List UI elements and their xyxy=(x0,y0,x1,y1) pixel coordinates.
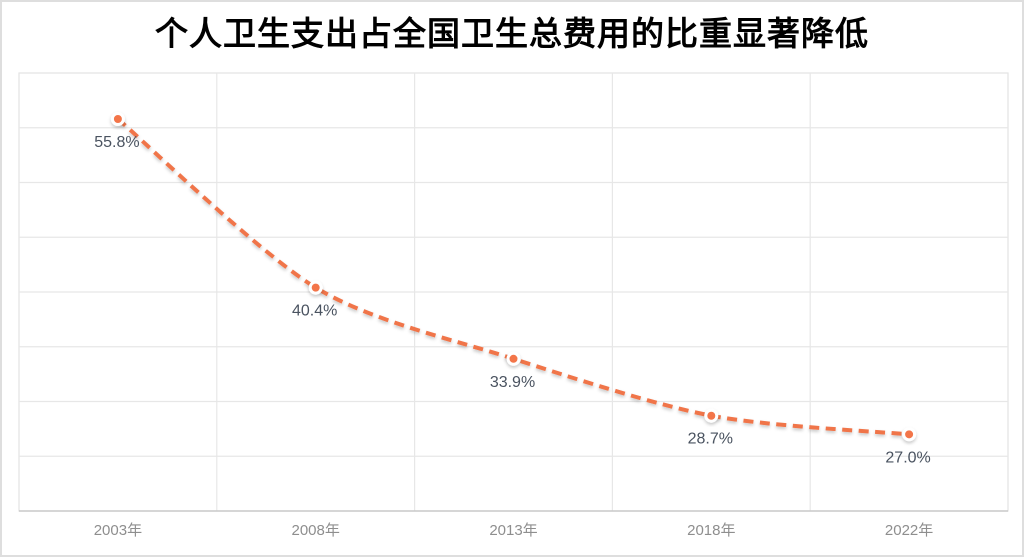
data-point-label: 27.0% xyxy=(885,449,930,466)
data-point-label: 55.8% xyxy=(94,134,139,151)
data-point-marker xyxy=(110,111,125,126)
data-point-marker xyxy=(902,427,917,442)
x-axis-tick-label: 2018年 xyxy=(687,522,735,539)
x-axis-tick-label: 2022年 xyxy=(885,522,933,539)
x-axis-tick-label: 2013年 xyxy=(489,522,537,539)
x-axis-tick-label: 2003年 xyxy=(94,522,142,539)
chart-title: 个人卫生支出占全国卫生总费用的比重显著降低 xyxy=(155,15,869,52)
data-point-marker xyxy=(308,280,323,295)
data-point-label: 33.9% xyxy=(490,374,535,391)
data-point-marker xyxy=(506,351,521,366)
data-point-label: 28.7% xyxy=(688,431,733,448)
data-point-marker xyxy=(704,408,719,423)
x-axis-tick-label: 2008年 xyxy=(292,522,340,539)
data-point-label: 40.4% xyxy=(292,303,337,320)
